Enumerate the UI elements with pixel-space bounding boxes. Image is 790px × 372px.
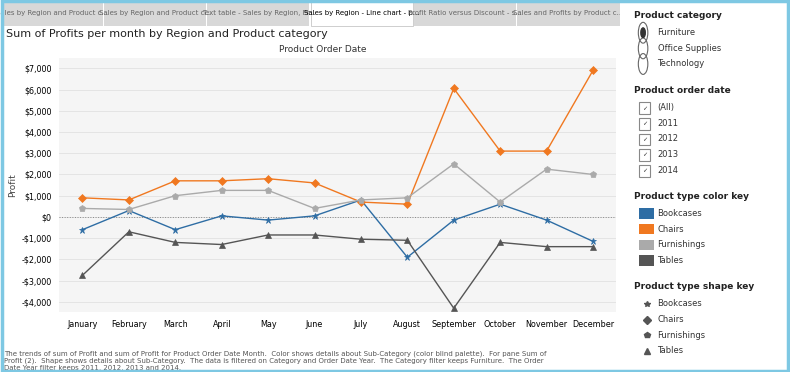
Text: Chairs: Chairs xyxy=(657,315,684,324)
Text: Product category: Product category xyxy=(634,11,721,20)
Text: ✓: ✓ xyxy=(641,106,647,111)
Text: 2011: 2011 xyxy=(657,119,679,128)
Text: Tables: Tables xyxy=(657,256,683,265)
FancyBboxPatch shape xyxy=(639,102,650,114)
Text: Profit Ratio versus Discount - s...: Profit Ratio versus Discount - s... xyxy=(408,10,522,16)
Text: Bookcases: Bookcases xyxy=(657,209,702,218)
FancyBboxPatch shape xyxy=(639,165,650,177)
Text: Furnishings: Furnishings xyxy=(657,331,705,340)
Text: ✓: ✓ xyxy=(641,121,647,126)
Circle shape xyxy=(641,28,645,38)
Text: Chairs: Chairs xyxy=(657,225,684,234)
Text: Technology: Technology xyxy=(657,60,705,68)
Text: 2013: 2013 xyxy=(657,150,679,159)
Text: Bookcases: Bookcases xyxy=(657,299,702,308)
Text: Product Order Date: Product Order Date xyxy=(279,45,367,54)
Text: ✓: ✓ xyxy=(641,137,647,142)
FancyBboxPatch shape xyxy=(1,1,103,26)
Text: Product type color key: Product type color key xyxy=(634,192,749,201)
FancyBboxPatch shape xyxy=(639,255,654,266)
Text: The trends of sum of Profit and sum of Profit for Product Order Date Month.  Col: The trends of sum of Profit and sum of P… xyxy=(4,350,547,371)
Text: ✓: ✓ xyxy=(641,168,647,173)
Text: 2014: 2014 xyxy=(657,166,679,174)
FancyBboxPatch shape xyxy=(639,118,650,130)
Text: Product type shape key: Product type shape key xyxy=(634,282,754,291)
Text: Sum of Profits per month by Region and Product category: Sum of Profits per month by Region and P… xyxy=(6,29,328,39)
FancyBboxPatch shape xyxy=(104,1,206,26)
FancyBboxPatch shape xyxy=(639,149,650,161)
Text: Tables: Tables xyxy=(657,346,683,355)
FancyBboxPatch shape xyxy=(310,1,413,26)
Text: Sales and Profits by Product c...: Sales and Profits by Product c... xyxy=(514,10,623,16)
FancyBboxPatch shape xyxy=(639,224,654,234)
Text: Sales by Region - Line chart - p...: Sales by Region - Line chart - p... xyxy=(304,10,419,16)
Text: Text table - Sales by Region, Pr...: Text table - Sales by Region, Pr... xyxy=(201,10,315,16)
Text: (All): (All) xyxy=(657,103,675,112)
Text: Furnishings: Furnishings xyxy=(657,240,705,249)
Text: Furniture: Furniture xyxy=(657,28,696,37)
FancyBboxPatch shape xyxy=(639,208,654,219)
Text: 2012: 2012 xyxy=(657,134,679,143)
FancyBboxPatch shape xyxy=(639,134,650,145)
FancyBboxPatch shape xyxy=(207,1,310,26)
Text: Sales by Region and Product c...: Sales by Region and Product c... xyxy=(0,10,107,16)
Text: Sales by Region and Product c...: Sales by Region and Product c... xyxy=(99,10,211,16)
Text: Office Supplies: Office Supplies xyxy=(657,44,720,53)
FancyBboxPatch shape xyxy=(639,240,654,250)
FancyBboxPatch shape xyxy=(414,1,516,26)
Text: Product order date: Product order date xyxy=(634,86,731,95)
FancyBboxPatch shape xyxy=(517,1,619,26)
Y-axis label: Profit: Profit xyxy=(8,173,17,197)
Text: ✓: ✓ xyxy=(641,153,647,158)
